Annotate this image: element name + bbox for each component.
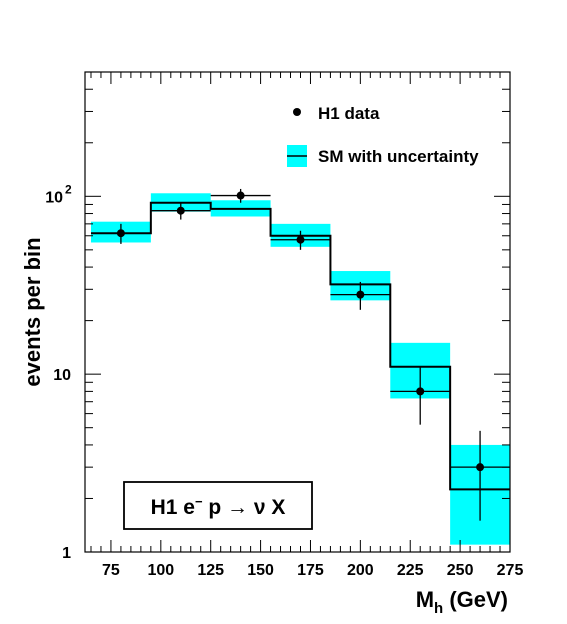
data-point xyxy=(90,223,151,244)
x-tick-label: 100 xyxy=(147,562,174,579)
x-axis-title-subscript: h xyxy=(434,600,443,617)
x-axis-title-unit: (GeV) xyxy=(449,587,508,612)
data-point xyxy=(450,430,510,521)
y-tick-label: 1 xyxy=(62,545,71,562)
x-ticks xyxy=(90,72,511,552)
data-point-marker xyxy=(236,191,245,200)
data-point-marker xyxy=(416,387,425,396)
y-tick-label: 10 xyxy=(45,189,63,206)
y-ticks xyxy=(85,71,510,553)
x-tick-label: 150 xyxy=(247,562,274,579)
legend-label-sm: SM with uncertainty xyxy=(318,147,479,166)
x-tick-labels: 75 100 125 150 175 200 225 250 275 xyxy=(102,562,523,579)
legend-data-marker xyxy=(293,108,301,116)
data-point-marker xyxy=(176,206,185,215)
x-tick-label: 125 xyxy=(197,562,224,579)
data-point-marker xyxy=(116,229,125,238)
x-tick-label: 250 xyxy=(447,562,474,579)
x-tick-label: 175 xyxy=(297,562,324,579)
legend-label-data: H1 data xyxy=(318,104,380,123)
x-axis-title: Mh (GeV) xyxy=(416,587,508,617)
data-point xyxy=(330,281,391,310)
x-tick-label: 225 xyxy=(397,562,424,579)
data-point-marker xyxy=(356,290,365,299)
data-point xyxy=(150,202,211,220)
plot-frame xyxy=(84,71,511,553)
process-label-box: H1 e− p → ν X xyxy=(123,481,313,530)
x-axis-title-main: M xyxy=(416,587,434,612)
data-point-marker xyxy=(476,463,485,472)
x-tick-label: 275 xyxy=(497,562,524,579)
process-label-frame xyxy=(123,481,313,530)
x-tick-label: 75 xyxy=(102,562,120,579)
data-point xyxy=(270,230,331,250)
y-tick-label-exponent: 2 xyxy=(65,182,72,196)
process-label-text: H1 e− p → ν X xyxy=(151,494,286,519)
x-tick-label: 200 xyxy=(347,562,374,579)
data-point xyxy=(390,366,451,425)
data-point-marker xyxy=(296,235,305,244)
y-tick-label: 10 xyxy=(53,367,71,384)
y-axis-title: events per bin xyxy=(20,237,45,386)
legend: H1 data SM with uncertainty xyxy=(287,104,479,167)
data-point xyxy=(210,188,271,203)
data-points xyxy=(90,188,510,521)
